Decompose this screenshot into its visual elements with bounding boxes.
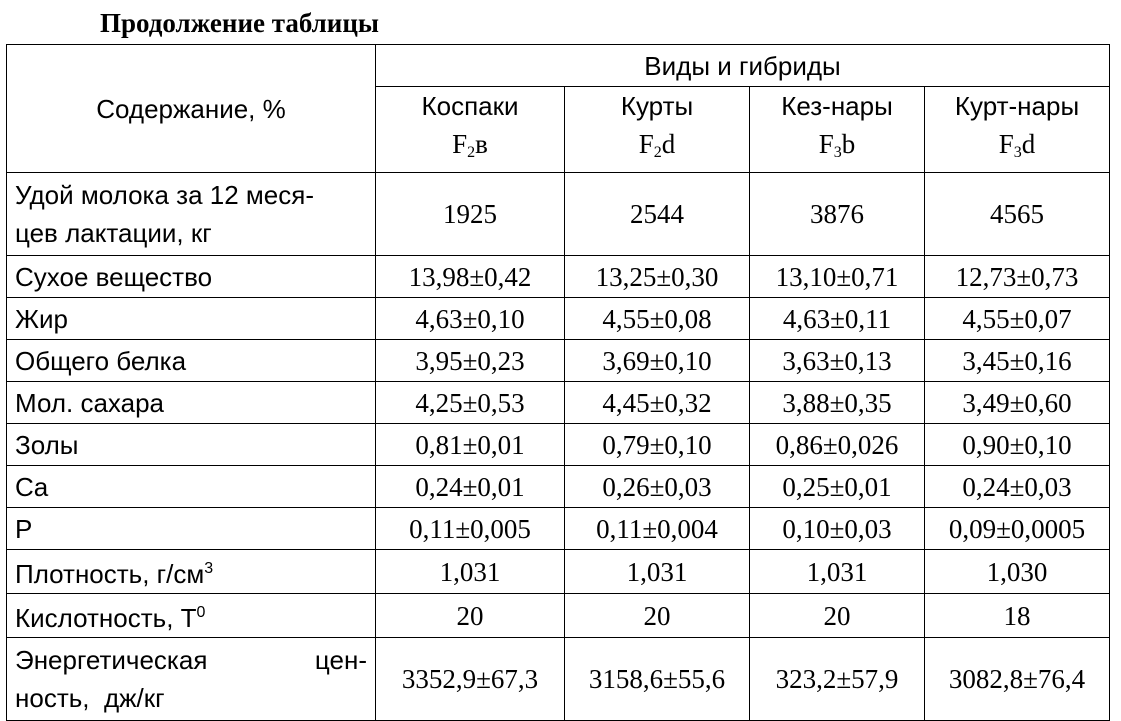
table-row: Общего белка 3,95±0,23 3,69±0,10 3,63±0,… — [6, 339, 1110, 382]
table-row: Мол. сахара 4,25±0,53 4,45±0,32 3,88±0,3… — [6, 381, 1110, 424]
table-cell: 3,88±0,35 — [749, 381, 925, 424]
table-cell: 13,10±0,71 — [749, 255, 925, 298]
table-cell: 0,79±0,10 — [564, 423, 750, 466]
table-cell: 20 — [749, 593, 925, 638]
table-cell: 0,24±0,03 — [924, 465, 1110, 508]
table-cell: 3,63±0,13 — [749, 339, 925, 382]
table-row: Золы 0,81±0,01 0,79±0,10 0,86±0,026 0,90… — [6, 423, 1110, 466]
table-cell: 0,86±0,026 — [749, 423, 925, 466]
column-header-kospaki: Коспаки F2в — [375, 86, 565, 173]
row-label: Мол. сахара — [6, 381, 376, 424]
table-row: Удой молока за 12 меся- цев лактации, кг… — [6, 172, 1110, 256]
table-cell: 0,10±0,03 — [749, 507, 925, 550]
table-row: P 0,11±0,005 0,11±0,004 0,10±0,03 0,09±0… — [6, 507, 1110, 550]
row-label: P — [6, 507, 376, 550]
table-cell: 1925 — [375, 172, 565, 256]
table-cell: 3,95±0,23 — [375, 339, 565, 382]
table-cell: 3,45±0,16 — [924, 339, 1110, 382]
table-cell: 3158,6±55,6 — [564, 637, 750, 721]
column-header-kez-nary: Кез-нары F3b — [749, 86, 925, 173]
table-row: Кислотность, Т0 20 20 20 18 — [6, 593, 1110, 638]
table-cell: 1,031 — [564, 549, 750, 594]
table-cell: 1,031 — [749, 549, 925, 594]
table-cell: 0,26±0,03 — [564, 465, 750, 508]
species-hybrids-header: Виды и гибриды — [375, 44, 1110, 87]
table-cell: 0,24±0,01 — [375, 465, 565, 508]
row-label: Сухое вещество — [6, 255, 376, 298]
table-cell: 3082,8±76,4 — [924, 637, 1110, 721]
table-cell: 1,031 — [375, 549, 565, 594]
table-cell: 4,45±0,32 — [564, 381, 750, 424]
content-column-header: Содержание, % — [6, 44, 376, 173]
table-cell: 323,2±57,9 — [749, 637, 925, 721]
table-cell: 20 — [375, 593, 565, 638]
table-row: Жир 4,63±0,10 4,55±0,08 4,63±0,11 4,55±0… — [6, 297, 1110, 340]
table-cell: 4,63±0,11 — [749, 297, 925, 340]
column-header-kurt-nary: Курт-нары F3d — [924, 86, 1110, 173]
table-cell: 4,63±0,10 — [375, 297, 565, 340]
table-row: Энергетическая цен- ность, дж/кг 3352,9±6… — [6, 637, 1110, 721]
table-cell: 20 — [564, 593, 750, 638]
row-label: Общего белка — [6, 339, 376, 382]
table-cell: 2544 — [564, 172, 750, 256]
table-cell: 0,11±0,005 — [375, 507, 565, 550]
table-cell: 4,55±0,07 — [924, 297, 1110, 340]
table-continuation-caption: Продолжение таблицы — [100, 8, 380, 38]
table-cell: 1,030 — [924, 549, 1110, 594]
row-label: Кислотность, Т0 — [6, 593, 376, 638]
row-label: Ca — [6, 465, 376, 508]
table-cell: 13,98±0,42 — [375, 255, 565, 298]
table-cell: 12,73±0,73 — [924, 255, 1110, 298]
table-row: Сухое вещество 13,98±0,42 13,25±0,30 13,… — [6, 255, 1110, 298]
table-cell: 0,81±0,01 — [375, 423, 565, 466]
table-cell: 0,09±0,0005 — [924, 507, 1110, 550]
table-cell: 0,25±0,01 — [749, 465, 925, 508]
row-label: Жир — [6, 297, 376, 340]
row-label: Энергетическая цен- ность, дж/кг — [6, 637, 376, 721]
table-cell: 18 — [924, 593, 1110, 638]
table-cell: 3,49±0,60 — [924, 381, 1110, 424]
row-label: Плотность, г/см3 — [6, 549, 376, 594]
table-cell: 4565 — [924, 172, 1110, 256]
column-header-kurty: Курты F2d — [564, 86, 750, 173]
table-row: Плотность, г/см3 1,031 1,031 1,031 1,030 — [6, 549, 1110, 594]
table-cell: 0,11±0,004 — [564, 507, 750, 550]
row-label: Золы — [6, 423, 376, 466]
table-cell: 3,69±0,10 — [564, 339, 750, 382]
table-row: Ca 0,24±0,01 0,26±0,03 0,25±0,01 0,24±0,… — [6, 465, 1110, 508]
table-cell: 4,25±0,53 — [375, 381, 565, 424]
table-cell: 0,90±0,10 — [924, 423, 1110, 466]
row-label: Удой молока за 12 меся- цев лактации, кг — [6, 172, 376, 256]
table-cell: 13,25±0,30 — [564, 255, 750, 298]
table-cell: 4,55±0,08 — [564, 297, 750, 340]
milk-composition-table: Содержание, % Виды и гибриды Коспаки F2в… — [6, 44, 1110, 721]
table-cell: 3876 — [749, 172, 925, 256]
table-cell: 3352,9±67,3 — [375, 637, 565, 721]
